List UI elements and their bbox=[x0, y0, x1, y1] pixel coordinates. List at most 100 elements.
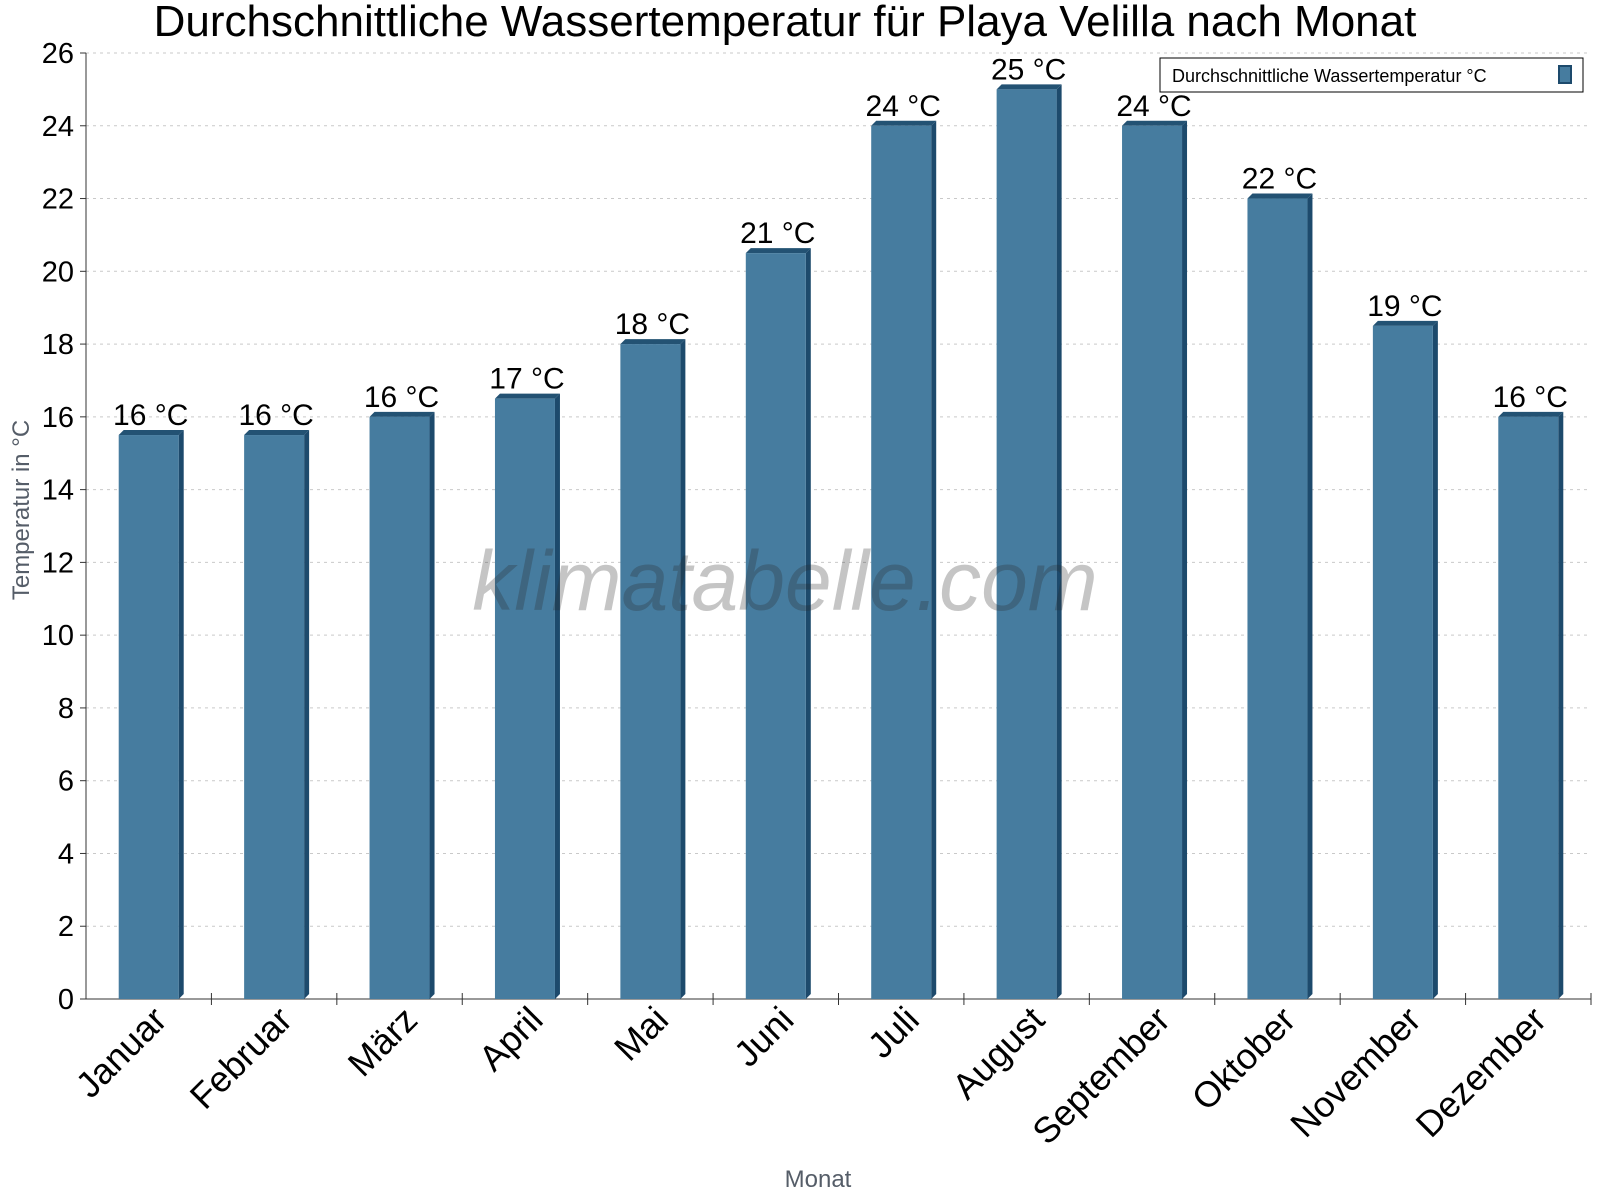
y-tick-label: 4 bbox=[58, 838, 74, 870]
bar bbox=[745, 248, 811, 1000]
data-label: 21 °C bbox=[740, 217, 815, 250]
bar bbox=[369, 411, 435, 999]
data-label: 16 °C bbox=[238, 399, 313, 432]
bar-front bbox=[118, 435, 179, 999]
bar-top bbox=[1498, 411, 1564, 417]
bar bbox=[494, 393, 560, 1000]
data-label: 16 °C bbox=[1493, 381, 1568, 414]
y-tick-label: 20 bbox=[42, 256, 74, 288]
bar-side bbox=[805, 248, 811, 1000]
bar bbox=[1372, 320, 1438, 999]
bar-front bbox=[1372, 325, 1433, 999]
x-tick-labels: Januar Februar März April Mai Juni Juli AugustS… bbox=[68, 999, 1554, 1153]
bar-side bbox=[1307, 193, 1313, 1000]
bar-top bbox=[369, 411, 435, 417]
y-tick-label: 0 bbox=[58, 984, 74, 1016]
data-label: 25 °C bbox=[991, 53, 1066, 86]
y-tick-label: 8 bbox=[58, 693, 74, 725]
y-tick-label: 24 bbox=[42, 111, 74, 143]
x-tick-label: September bbox=[1024, 999, 1178, 1153]
bar-front bbox=[494, 398, 555, 1000]
bar-front bbox=[1122, 125, 1183, 1000]
bar bbox=[996, 84, 1062, 999]
y-tick-label: 16 bbox=[42, 402, 74, 434]
grid-lines bbox=[86, 52, 1591, 927]
y-tick-label: 10 bbox=[42, 620, 74, 652]
bar-side bbox=[554, 393, 560, 1000]
legend: Durchschnittliche Wassertemperatur °C bbox=[1159, 57, 1584, 93]
y-tick-label: 18 bbox=[42, 329, 74, 361]
bar-front bbox=[745, 253, 806, 1000]
bar-front bbox=[871, 125, 932, 1000]
bars bbox=[118, 84, 1564, 1000]
data-label: 16 °C bbox=[364, 381, 439, 414]
bar-side bbox=[1558, 411, 1564, 999]
y-tick-label: 22 bbox=[42, 184, 74, 216]
bar-top bbox=[1247, 193, 1313, 199]
data-label: 16 °C bbox=[113, 399, 188, 432]
bar bbox=[1498, 411, 1564, 999]
legend-swatch bbox=[1558, 65, 1572, 84]
bar-top bbox=[996, 84, 1062, 90]
bar-top bbox=[745, 248, 811, 254]
legend-color-box bbox=[1558, 65, 1572, 84]
y-axis-title: Temperatur in °C bbox=[8, 420, 35, 600]
x-tick-label: April bbox=[471, 999, 551, 1079]
bar-front bbox=[244, 435, 305, 999]
bar-top bbox=[1122, 120, 1188, 126]
data-label: 24 °C bbox=[1116, 90, 1191, 123]
y-tick-label: 12 bbox=[42, 547, 74, 579]
bar-top bbox=[494, 393, 560, 399]
x-tick-label: Juni bbox=[726, 999, 802, 1075]
bar-side bbox=[1182, 120, 1188, 1000]
bar-front bbox=[996, 89, 1057, 999]
bar-top bbox=[244, 430, 310, 436]
chart-title: Durchschnittliche Wassertemperatur für P… bbox=[154, 0, 1417, 46]
axes bbox=[80, 52, 1592, 1005]
x-tick-label: Januar bbox=[68, 999, 175, 1106]
bar bbox=[1122, 120, 1188, 1000]
bar bbox=[620, 339, 686, 1000]
bar-front bbox=[620, 344, 681, 1000]
legend-box bbox=[1159, 57, 1584, 93]
bar-side bbox=[304, 430, 310, 999]
data-label: 17 °C bbox=[489, 363, 564, 396]
bar-side bbox=[1432, 320, 1438, 999]
bar-top bbox=[620, 339, 686, 345]
y-tick-label: 26 bbox=[42, 38, 74, 70]
bar-top bbox=[118, 430, 184, 436]
data-label: 18 °C bbox=[615, 308, 690, 341]
bar-front bbox=[1247, 198, 1308, 1000]
x-tick-label: August bbox=[944, 999, 1052, 1107]
bar bbox=[244, 430, 310, 999]
data-label: 22 °C bbox=[1242, 163, 1317, 196]
x-tick-label: Dezember bbox=[1408, 999, 1554, 1145]
bar-side bbox=[931, 120, 937, 1000]
y-tick-label: 14 bbox=[42, 475, 74, 507]
data-labels: 16 °C 16 °C 16 °C 17 °C 18 °C 21 °C 24 °C 25 °C… bbox=[113, 53, 1568, 432]
bar-front bbox=[369, 416, 430, 999]
x-tick-label: November bbox=[1282, 999, 1428, 1145]
x-tick-label: Februar bbox=[182, 999, 300, 1117]
bar-side bbox=[1056, 84, 1062, 999]
y-tick-label: 6 bbox=[58, 766, 74, 798]
data-label: 19 °C bbox=[1367, 290, 1442, 323]
y-tick-label: 2 bbox=[58, 911, 74, 943]
bar-front bbox=[1498, 416, 1559, 999]
x-tick-label: Oktober bbox=[1184, 999, 1304, 1119]
watermark: klimatabelle.com bbox=[472, 534, 1098, 628]
bar bbox=[118, 430, 184, 999]
bar-side bbox=[178, 430, 184, 999]
bar-top bbox=[871, 120, 937, 126]
x-tick-label: März bbox=[340, 999, 426, 1085]
x-tick-label: Mai bbox=[606, 999, 676, 1069]
bar bbox=[871, 120, 937, 1000]
bar bbox=[1247, 193, 1313, 1000]
bar-side bbox=[429, 411, 435, 999]
x-axis-title: Monat bbox=[785, 1166, 852, 1193]
x-tick-label: Juli bbox=[860, 999, 927, 1066]
bar-side bbox=[680, 339, 686, 1000]
data-label: 24 °C bbox=[866, 90, 941, 123]
